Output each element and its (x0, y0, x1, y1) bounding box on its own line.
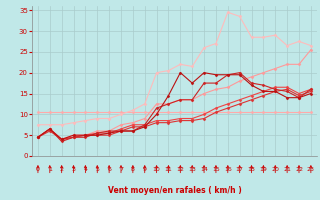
X-axis label: Vent moyen/en rafales ( km/h ): Vent moyen/en rafales ( km/h ) (108, 186, 241, 195)
